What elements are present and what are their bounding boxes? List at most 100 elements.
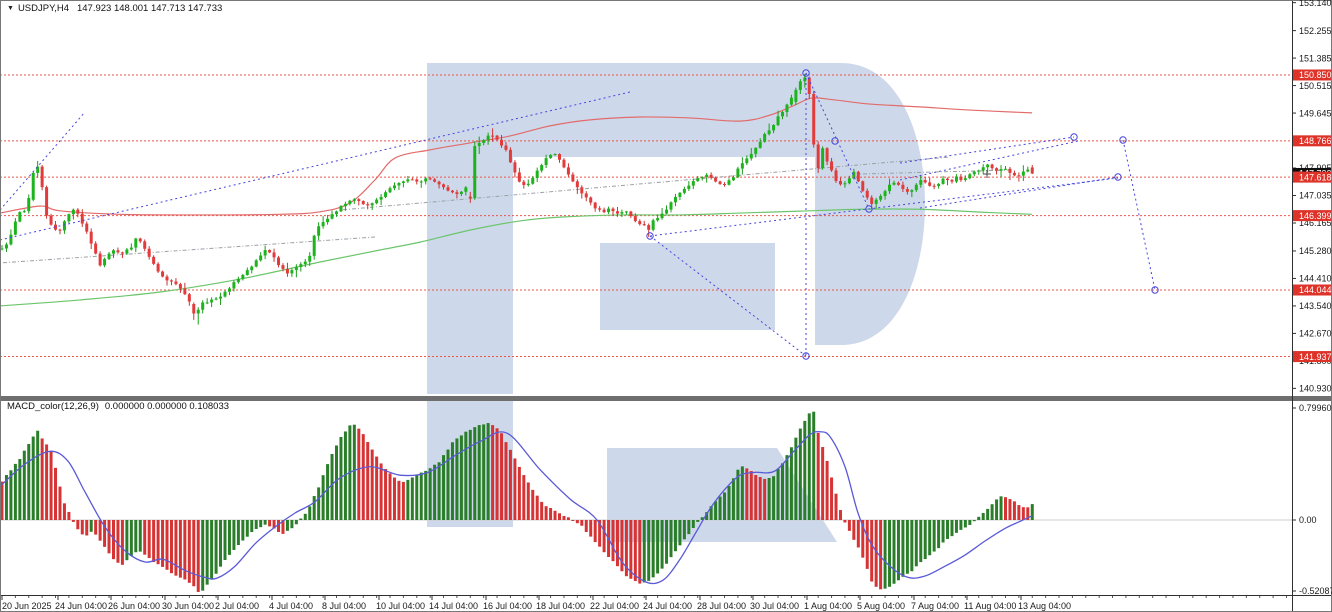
macd-panel[interactable] bbox=[0, 411, 1292, 592]
cross-marker-icon bbox=[983, 170, 991, 178]
macd-bar bbox=[571, 520, 575, 521]
candle bbox=[134, 238, 138, 248]
macd-indicator-name: MACD_color(12,26,9) bbox=[7, 401, 99, 412]
candle bbox=[410, 179, 414, 181]
macd-bar bbox=[312, 496, 316, 520]
candle bbox=[901, 184, 905, 190]
candle bbox=[874, 199, 878, 204]
macd-bar bbox=[776, 468, 780, 520]
macd-bar bbox=[847, 520, 851, 531]
candle bbox=[852, 171, 856, 179]
time-axis-label: 7 Aug 04:00 bbox=[911, 601, 959, 611]
macd-bar bbox=[232, 520, 236, 550]
macd-bar bbox=[134, 520, 138, 553]
candle bbox=[1004, 168, 1007, 170]
macd-bar bbox=[691, 520, 695, 528]
candle bbox=[236, 278, 240, 283]
candle bbox=[651, 220, 655, 230]
candle bbox=[865, 190, 869, 198]
candle bbox=[798, 81, 802, 90]
macd-bar bbox=[125, 520, 129, 561]
candle bbox=[847, 178, 851, 184]
macd-bar bbox=[473, 427, 477, 520]
price-axis[interactable]: 153.140 152.255 151.385 150.515 149.645 148.7… bbox=[1292, 0, 1332, 394]
candle bbox=[205, 302, 209, 304]
candle bbox=[905, 189, 909, 192]
macd-bar bbox=[433, 464, 437, 520]
candle bbox=[384, 192, 388, 197]
macd-bar bbox=[294, 520, 298, 525]
candle bbox=[580, 187, 584, 194]
candle bbox=[27, 197, 31, 212]
candle bbox=[705, 174, 709, 177]
candle bbox=[923, 180, 927, 183]
anchor-point-icon bbox=[865, 205, 873, 213]
candle bbox=[406, 179, 410, 182]
candle bbox=[740, 163, 744, 169]
panel-splitter[interactable] bbox=[0, 396, 1332, 401]
macd-bar bbox=[187, 520, 191, 583]
macd-bar bbox=[379, 463, 383, 520]
candle bbox=[598, 208, 602, 210]
candle bbox=[62, 221, 66, 231]
blue-trendline-drawings[interactable] bbox=[0, 69, 1159, 360]
candle bbox=[192, 304, 196, 314]
macd-bar bbox=[731, 478, 735, 520]
candle bbox=[642, 224, 646, 226]
price-axis-label: 147.035 bbox=[1299, 191, 1332, 201]
price-axis-label: 143.540 bbox=[1299, 301, 1332, 311]
macd-bar bbox=[986, 508, 990, 520]
macd-bar bbox=[954, 520, 958, 533]
macd-bar bbox=[816, 432, 820, 520]
macd-bar bbox=[339, 436, 343, 520]
symbol-collapse-icon[interactable]: ▼ bbox=[7, 5, 14, 12]
macd-bar bbox=[968, 520, 972, 525]
macd-bar bbox=[593, 520, 597, 543]
macd-bar bbox=[602, 520, 606, 553]
time-axis-label: 22 Jul 04:00 bbox=[590, 601, 639, 611]
candlesticks[interactable] bbox=[0, 74, 1034, 325]
candle bbox=[879, 196, 883, 200]
candle bbox=[544, 158, 548, 166]
candle bbox=[18, 212, 22, 222]
macd-bar bbox=[205, 520, 209, 585]
candle bbox=[678, 192, 682, 197]
macd-bar bbox=[40, 438, 44, 520]
time-axis-label: 8 Jul 04:00 bbox=[322, 601, 366, 611]
macd-axis[interactable]: 0.799602 0.00 -0.520878 bbox=[1292, 403, 1332, 596]
candle bbox=[919, 180, 923, 185]
macd-bar bbox=[540, 501, 544, 520]
candle bbox=[58, 229, 62, 231]
macd-bar bbox=[620, 520, 624, 572]
macd-bar bbox=[647, 520, 651, 581]
time-axis-label: 28 Jul 04:00 bbox=[697, 601, 746, 611]
candle bbox=[941, 178, 945, 184]
candle bbox=[112, 250, 115, 254]
time-axis-label: 16 Jul 04:00 bbox=[483, 601, 532, 611]
candle bbox=[709, 174, 713, 178]
candle bbox=[178, 284, 182, 289]
time-axis[interactable]: 20 Jun 2025 24 Jun 04:00 26 Jun 04:00 30 Ju… bbox=[1, 596, 1287, 611]
macd-bar bbox=[575, 520, 579, 524]
candle bbox=[174, 281, 178, 285]
macd-bar bbox=[241, 520, 245, 541]
macd-bar bbox=[959, 520, 963, 530]
macd-bar bbox=[651, 520, 655, 578]
macd-bar bbox=[174, 520, 178, 576]
level-price-badge bbox=[1293, 284, 1331, 296]
candle bbox=[682, 188, 686, 193]
macd-bar bbox=[589, 520, 593, 537]
candle bbox=[259, 255, 263, 261]
macd-bar bbox=[192, 520, 196, 587]
candle bbox=[169, 280, 173, 282]
macd-bar bbox=[1021, 507, 1025, 520]
candle bbox=[89, 231, 93, 244]
macd-bar bbox=[963, 520, 967, 528]
macd-bar bbox=[455, 438, 459, 520]
candle bbox=[794, 89, 798, 102]
macd-bar bbox=[812, 411, 816, 520]
macd-bar bbox=[682, 520, 686, 540]
macd-bar bbox=[343, 431, 347, 520]
macd-bar bbox=[1012, 501, 1016, 520]
